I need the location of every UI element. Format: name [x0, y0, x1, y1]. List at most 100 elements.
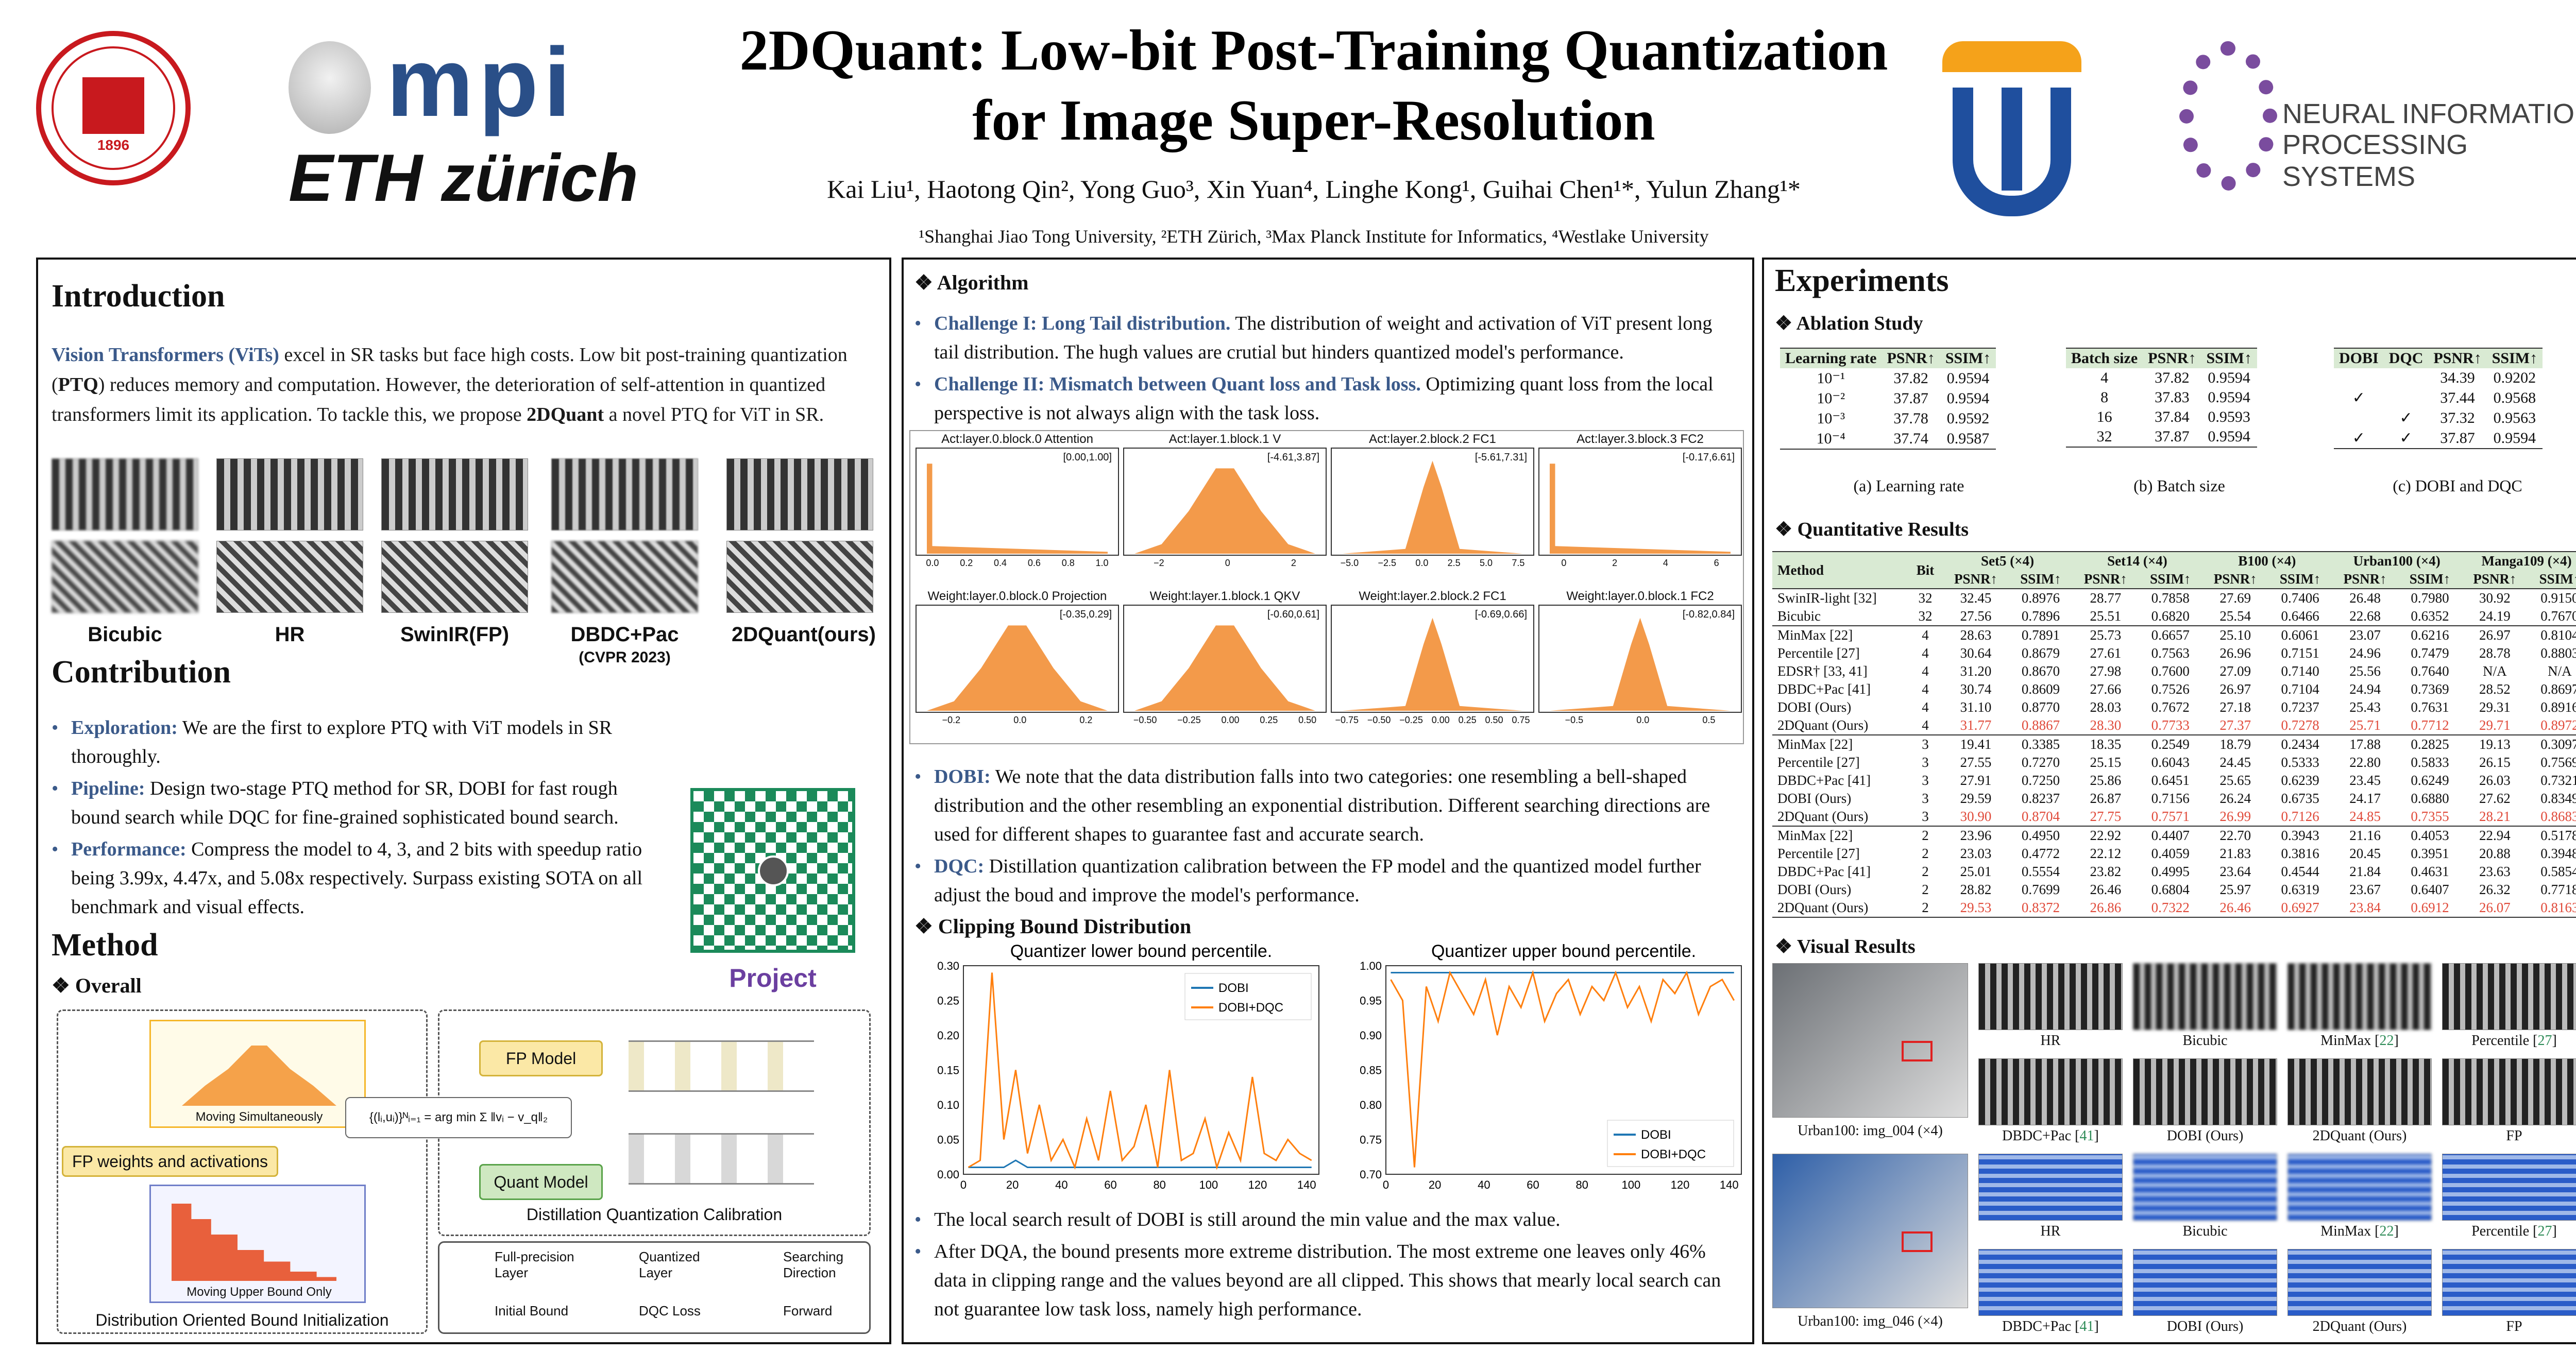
sample-label: HR	[275, 623, 305, 646]
histogram: [-0.35,0.29]	[916, 605, 1119, 713]
table-cell: 2DQuant (Ours)	[1777, 717, 1869, 733]
tick-label: 0.0	[1636, 715, 1650, 725]
histogram: [-0.17,6.61]	[1538, 448, 1742, 556]
legend-search: Searching Direction	[783, 1249, 844, 1280]
table-header: PSNR↑	[2343, 571, 2387, 587]
table-cell: 0.9594	[1946, 389, 1990, 407]
table-cell: 0.8770	[2021, 699, 2060, 715]
sample-2dquant-bottom	[726, 541, 873, 613]
histogram-range: [0.00,1.00]	[1063, 452, 1112, 463]
table-cell: 0.3097	[2540, 737, 2576, 752]
list-item: Pipeline: Design two-stage PTQ method fo…	[52, 774, 659, 832]
table-cell	[2384, 388, 2429, 408]
table-cell: 21.83	[2219, 846, 2251, 861]
table-cell: DBDC+Pac [41]	[1777, 681, 1871, 697]
tick-label: −2.5	[1378, 558, 1397, 568]
tick-label: −0.5	[1565, 715, 1584, 725]
x-tick-label: 20	[1429, 1178, 1441, 1191]
project-link[interactable]: Project	[729, 964, 817, 992]
table-cell: 0.7712	[2411, 717, 2449, 733]
list-item: DOBI: We note that the data distribution…	[914, 762, 1739, 849]
table-row: ✓ ✓ 37.87 0.9594	[2334, 428, 2543, 449]
table-cell: 4	[2100, 369, 2109, 386]
table-cell: 0.8697	[2540, 681, 2576, 697]
table-cell: 24.85	[2349, 809, 2381, 824]
table-cell: 37.32	[2440, 409, 2475, 426]
visual-patch	[2133, 1058, 2277, 1125]
table-cell: DBDC+Pac [41]	[1777, 773, 1871, 788]
histogram-title: Act:layer.2.block.2 FC1	[1369, 432, 1496, 446]
table-header: SSIM↑	[2492, 350, 2538, 367]
table-cell: 0.6804	[2151, 882, 2190, 897]
table-cell: 19.13	[2479, 737, 2511, 752]
table-cell: 0.5854	[2540, 864, 2576, 879]
histogram-range: [-0.69,0.66]	[1475, 609, 1527, 620]
table-header: SSIM↑	[2020, 571, 2061, 587]
visual-patch	[2442, 1058, 2576, 1125]
table-cell: 0.6319	[2281, 882, 2319, 897]
tick-label: 5.0	[1479, 558, 1493, 568]
table-cell: 0.7369	[2411, 681, 2449, 697]
visual-patch-label: DBDC+Pac [41]	[2002, 1318, 2099, 1334]
table-cell: 0.8976	[2021, 590, 2060, 606]
contribution-list: Exploration: We are the first to explore…	[52, 713, 659, 924]
visual-patch	[1978, 1058, 2123, 1125]
intro-text: Vision Transformers (ViTs) excel in SR t…	[52, 344, 848, 425]
tick-label: 0.25	[1260, 715, 1278, 725]
table-cell: 23.84	[2349, 900, 2381, 915]
legend-init: Initial Bound	[495, 1303, 569, 1318]
visual-caption: Urban100: img_004 (×4)	[1798, 1123, 1943, 1139]
histogram-title: Act:layer.1.block.1 V	[1168, 432, 1281, 446]
visual-heading: ❖ Visual Results	[1775, 936, 1916, 957]
dqc-formula: {(lᵢ,uᵢ)}ᴺᵢ₌₁ = arg min Σ ‖vᵢ − v_q‖₂	[345, 1097, 572, 1138]
table-cell: 21.84	[2349, 864, 2381, 879]
table-cell: ✓	[2399, 430, 2413, 447]
table-cell: 25.10	[2219, 627, 2251, 643]
table-cell: 2	[1922, 882, 1929, 897]
table-cell: 25.73	[2090, 627, 2122, 643]
table-cell: 19.41	[1960, 737, 1992, 752]
y-tick-label: 0.05	[937, 1134, 959, 1146]
quantitative-heading: ❖ Quantitative Results	[1775, 519, 1969, 540]
table-cell: 26.03	[2479, 773, 2511, 788]
y-tick-label: 0.70	[1360, 1168, 1382, 1181]
table-cell: 4	[1922, 645, 1929, 661]
list-item: Exploration: We are the first to explore…	[52, 713, 659, 771]
table-cell: 0.8683	[2540, 809, 2576, 824]
table-cell: 0.8670	[2021, 663, 2060, 679]
legend-label: DOBI+DQC	[1641, 1148, 1706, 1161]
table-cell: 0.7140	[2281, 663, 2319, 679]
table-header: DOBI	[2339, 350, 2379, 367]
table-header: SSIM↑	[2206, 350, 2252, 367]
table-cell: 0.6735	[2281, 791, 2319, 806]
table-cell: 2	[1922, 900, 1929, 915]
observation-list: The local search result of DOBI is still…	[914, 1205, 1739, 1327]
algorithm-heading: ❖ Algorithm	[914, 271, 1029, 294]
histogram-bars	[1134, 468, 1315, 554]
table-cell: 10⁻⁴	[1816, 430, 1845, 447]
table-cell: 0.6061	[2281, 627, 2319, 643]
table-cell: 2	[1922, 846, 1929, 861]
table-row: MinMax [22] 3 19.41 0.3385 18.35 0.2549 18.79 0…	[1772, 735, 2576, 753]
tick-label: −0.50	[1133, 715, 1157, 725]
table-header: PSNR↑	[1954, 571, 1998, 587]
challenge-list: Challenge I: Long Tail distribution. The…	[914, 309, 1739, 431]
table-cell: 0.7896	[2021, 608, 2060, 624]
sample-swinir-top	[381, 458, 528, 530]
y-tick-label: 0.15	[937, 1064, 959, 1077]
bell-histogram: Moving Simultaneously	[149, 1020, 366, 1128]
legend-fwd: Forward	[783, 1303, 833, 1318]
table-cell: 32	[1918, 608, 1933, 624]
table-row: MinMax [22] 2 23.96 0.4950 22.92 0.4407 22.70 0…	[1772, 826, 2576, 845]
histogram-bars	[1134, 625, 1315, 711]
table-cell: 0.9587	[1946, 430, 1990, 447]
project-qr-code[interactable]	[690, 788, 855, 953]
visual-patch	[1978, 1154, 2123, 1221]
visual-patch-label: DBDC+Pac [41]	[2002, 1128, 2099, 1144]
table-cell: 20.45	[2349, 846, 2381, 861]
table-cell: 26.87	[2090, 791, 2122, 806]
tick-label: 0.2	[1079, 715, 1093, 725]
list-item: Challenge II: Mismatch between Quant los…	[914, 370, 1739, 427]
contribution-heading: Contribution	[52, 655, 231, 690]
x-tick-label: 60	[1104, 1178, 1116, 1191]
